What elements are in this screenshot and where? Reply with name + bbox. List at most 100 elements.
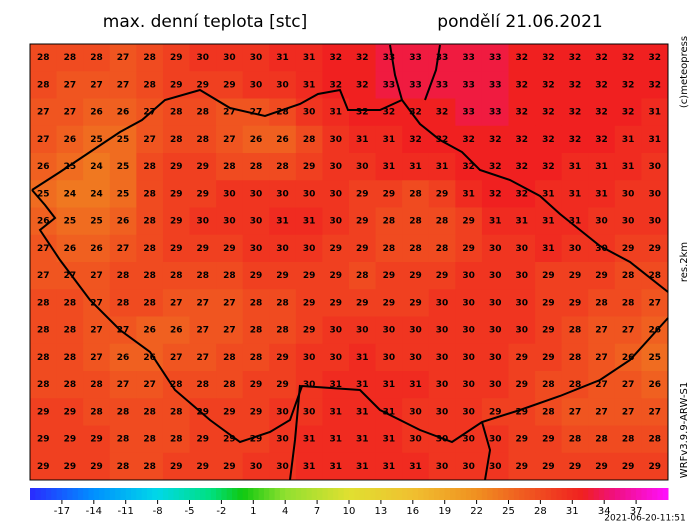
temperature-label: 30 (250, 244, 263, 254)
temperature-cell (614, 98, 642, 127)
temperature-label: 32 (516, 135, 529, 145)
temperature-cell (189, 44, 217, 72)
temperature-label: 28 (197, 135, 210, 145)
temperature-label: 28 (37, 80, 50, 90)
temperature-label: 29 (542, 462, 555, 472)
temperature-cell (30, 343, 58, 372)
temperature-cell (588, 343, 616, 372)
model: WRFv3.9.9-ARW-S1 (679, 382, 690, 479)
temperature-label: 29 (542, 298, 555, 308)
temperature-label: 28 (436, 244, 449, 254)
temperature-cell (349, 207, 377, 236)
temperature-label: 28 (37, 53, 50, 63)
temperature-cell (242, 44, 270, 72)
colorbar-swatch (77, 488, 84, 500)
temperature-label: 28 (356, 271, 369, 281)
temperature-label: 32 (356, 108, 369, 118)
temperature-label: 30 (303, 353, 316, 363)
temperature-cell (56, 398, 84, 426)
temperature-label: 28 (37, 298, 50, 308)
temperature-label: 28 (250, 298, 263, 308)
temperature-label: 31 (356, 435, 369, 445)
temperature-label: 28 (143, 435, 156, 445)
temperature-label: 26 (622, 353, 635, 363)
temperature-cell (614, 234, 642, 263)
temperature-label: 30 (276, 80, 289, 90)
temperature-label: 29 (223, 435, 236, 445)
temperature-label: 31 (303, 217, 316, 227)
temperature-cell (588, 207, 616, 236)
colorbar-swatch (636, 488, 642, 500)
temperature-label: 29 (64, 407, 77, 417)
temperature-label: 30 (516, 298, 529, 308)
temperature-label: 32 (648, 80, 661, 90)
borders (31, 44, 669, 481)
temperature-label: 28 (436, 217, 449, 227)
temperature-label: 30 (462, 326, 475, 336)
temperature-cell (136, 153, 164, 181)
temperature-label: 29 (276, 271, 289, 281)
temperature-label: 33 (489, 80, 502, 90)
temperature-label: 30 (303, 407, 316, 417)
temperature-cell (535, 343, 563, 372)
temperature-cell (322, 316, 350, 345)
temperature-cell (242, 71, 270, 99)
temperature-label: 32 (329, 80, 342, 90)
temperature-label: 30 (276, 189, 289, 199)
temperature-cell (56, 452, 84, 481)
colorbar-swatch (566, 488, 573, 500)
temperature-label: 28 (143, 462, 156, 472)
temperature-label: 31 (542, 217, 555, 227)
temperature-cell (295, 316, 323, 345)
temperature-label: 31 (622, 162, 635, 172)
colorbar-swatch (253, 488, 260, 500)
temperature-label: 27 (117, 53, 130, 63)
colorbar-swatch (418, 488, 424, 500)
temperature-cell (30, 98, 58, 127)
colorbar-swatch (338, 488, 345, 500)
temperature-cell (136, 316, 164, 345)
colorbar-swatch (125, 488, 132, 500)
temperature-cell (242, 262, 270, 290)
temperature-label: 31 (356, 462, 369, 472)
temperature-cell (216, 125, 244, 154)
temperature-cell (428, 343, 456, 372)
colorbar-swatch (412, 488, 419, 500)
temperature-cell (30, 44, 58, 72)
temperature-cell (30, 398, 58, 426)
temperature-cell (375, 425, 403, 454)
temperature-cell (402, 234, 430, 263)
temperature-label: 27 (143, 380, 156, 390)
colorbar-swatch (598, 488, 605, 500)
temperature-cell (295, 125, 323, 154)
temperature-cell (535, 44, 563, 72)
temperature-cell (83, 207, 111, 236)
temperature-cell (561, 44, 589, 72)
temperature-label: 30 (303, 380, 316, 390)
temperature-label: 30 (462, 353, 475, 363)
temperature-cell (588, 262, 616, 290)
temperature-label: 30 (223, 217, 236, 227)
temperature-label: 28 (622, 435, 635, 445)
temperature-label: 31 (383, 135, 396, 145)
colorbar-swatch (317, 488, 323, 500)
temperature-label: 31 (569, 162, 582, 172)
temperature-cell (189, 125, 217, 154)
temperature-label: 29 (197, 462, 210, 472)
colorbar-swatch (402, 488, 408, 500)
colorbar-swatch (200, 488, 206, 500)
temperature-label: 27 (90, 353, 103, 363)
temperature-label: 32 (569, 80, 582, 90)
temperature-cell (269, 207, 297, 236)
temperature-label: 29 (542, 271, 555, 281)
temperature-cell (481, 125, 509, 154)
colorbar-swatch (375, 488, 382, 500)
temperature-cell (322, 343, 350, 372)
temperature-cell (189, 98, 217, 127)
temperature-label: 29 (516, 407, 529, 417)
temperature-cell (614, 125, 642, 154)
temperature-label: 26 (117, 108, 130, 118)
temperature-cell (269, 262, 297, 290)
temperature-label: 29 (170, 80, 183, 90)
temperature-label: 31 (303, 53, 316, 63)
